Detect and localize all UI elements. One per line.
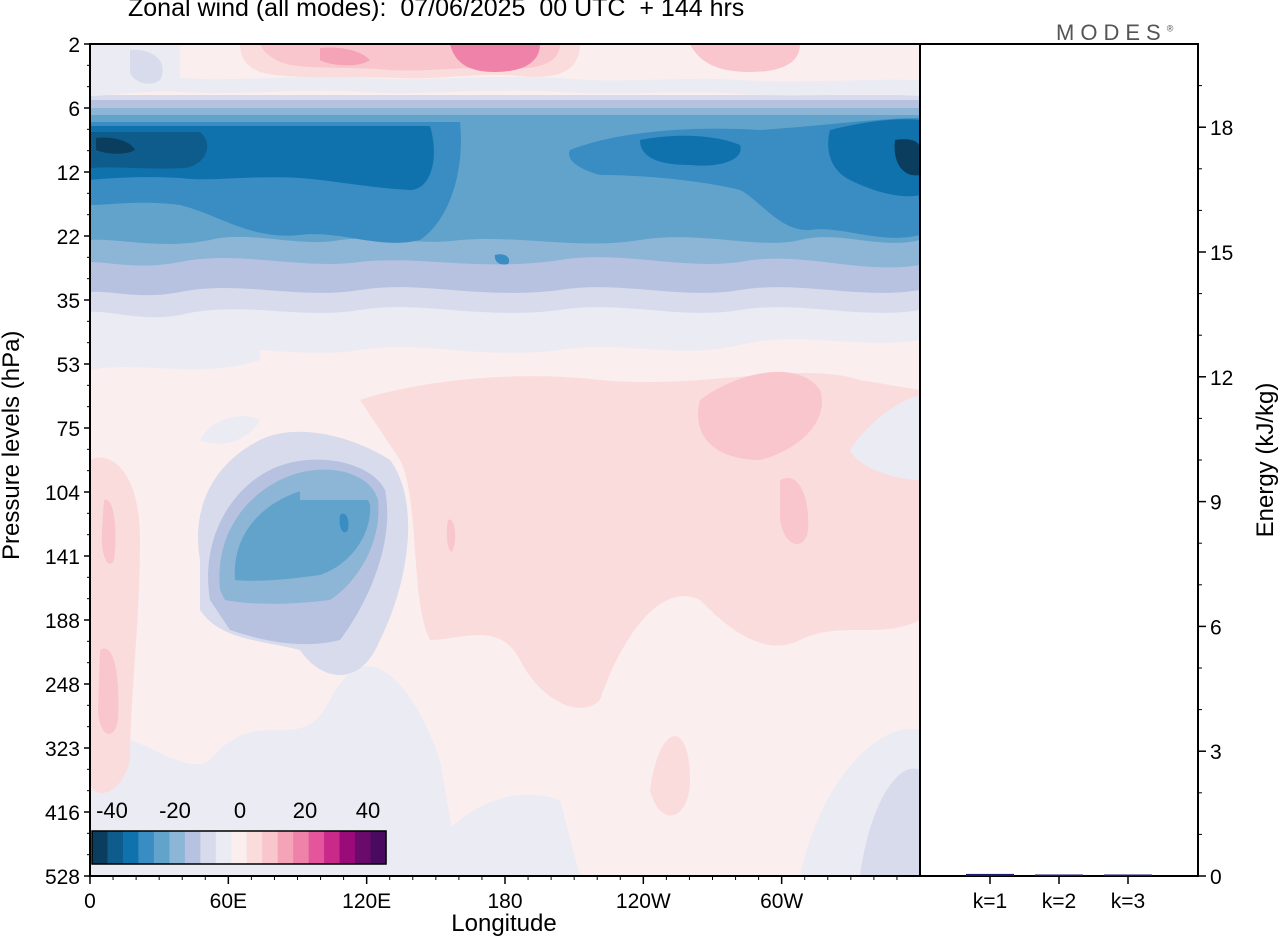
- pressure-tick-label: 53: [57, 354, 80, 377]
- longitude-tick-label: 120E: [342, 890, 391, 913]
- energy-bar: [966, 873, 1014, 876]
- colorbar-frame: [91, 830, 387, 865]
- bar-category-label: k=3: [1111, 890, 1145, 913]
- colorbar: -40 -20 0 20 40: [91, 798, 387, 865]
- colorbar-swatch: [107, 831, 124, 864]
- colorbar-tick-label: 20: [293, 798, 317, 823]
- pressure-tick-label: 104: [45, 482, 80, 505]
- heatmap-field: [90, 44, 920, 876]
- colorbar-swatch: [200, 831, 217, 864]
- colorbar-swatch: [231, 831, 248, 864]
- energy-tick-label: 9: [1210, 492, 1222, 515]
- energy-tick-label: 0: [1210, 866, 1222, 889]
- colorbar-swatch: [293, 831, 310, 864]
- pressure-tick-label: 22: [57, 226, 80, 249]
- colorbar-swatch: [153, 831, 170, 864]
- pressure-tick-label: 35: [57, 290, 80, 313]
- longitude-tick-label: 120W: [616, 890, 671, 913]
- colorbar-swatch: [355, 831, 372, 864]
- pressure-tick-label: 188: [45, 610, 80, 633]
- energy-bar: [1035, 874, 1083, 876]
- colorbar-swatch: [308, 831, 325, 864]
- longitude-tick-label: 180: [487, 890, 522, 913]
- colorbar-tick-label: -20: [159, 798, 191, 823]
- longitude-tick-label: 60W: [760, 890, 803, 913]
- pressure-tick-label: 6: [68, 98, 80, 121]
- bar-plot-frame: [919, 43, 1199, 877]
- energy-axis-label: Energy (kJ/kg): [1252, 382, 1279, 538]
- pressure-tick-label: 141: [45, 546, 80, 569]
- energy-tick-label: 12: [1210, 367, 1233, 390]
- pressure-tick-label: 248: [45, 674, 80, 697]
- colorbar-swatch: [262, 831, 279, 864]
- colorbar-swatch: [184, 831, 201, 864]
- colorbar-swatch: [324, 831, 341, 864]
- energy-tick-label: 6: [1210, 616, 1222, 639]
- longitude-axis: 0 60E 120E 180 120W 60W: [84, 876, 898, 913]
- pressure-tick-label: 2: [68, 34, 80, 57]
- energy-axis: 0 3 6 9 12 15 18: [1198, 85, 1233, 889]
- colorbar-tick-label: 40: [356, 798, 380, 823]
- colorbar-swatch: [370, 831, 387, 864]
- brand-mark: ®: [1166, 23, 1174, 34]
- y-axis-label: Pressure levels (hPa): [0, 330, 25, 560]
- pressure-tick-label: 528: [45, 866, 80, 889]
- energy-bar: [1104, 874, 1152, 876]
- longitude-tick-label: 60E: [210, 890, 247, 913]
- chart-title: Zonal wind (all modes): 07/06/2025 00 UT…: [128, 0, 745, 22]
- pressure-tick-label: 75: [57, 418, 80, 441]
- colorbar-swatch: [277, 831, 294, 864]
- x-axis-label: Longitude: [451, 910, 557, 937]
- colorbar-swatch: [122, 831, 140, 864]
- colorbar-tick-label: 0: [234, 798, 246, 823]
- energy-tick-label: 3: [1210, 741, 1222, 764]
- bar-category-label: k=1: [973, 890, 1007, 913]
- pressure-tick-label: 416: [45, 802, 80, 825]
- colorbar-swatch: [246, 831, 263, 864]
- colorbar-swatch: [339, 831, 356, 864]
- pressure-axis: 2 6 12 22 35 53 75 104 141 188 248 323 416 528: [45, 34, 90, 889]
- colorbar-swatch: [169, 831, 186, 864]
- bar-category-label: k=2: [1042, 890, 1076, 913]
- longitude-tick-label: 0: [84, 890, 96, 913]
- energy-tick-label: 18: [1210, 117, 1233, 140]
- pressure-tick-label: 12: [57, 162, 80, 185]
- colorbar-swatch: [92, 831, 109, 864]
- colorbar-swatch: [138, 831, 155, 864]
- brand-logo: MODES®: [1056, 20, 1173, 46]
- colorbar-swatch: [215, 831, 232, 864]
- brand-text: MODES: [1056, 20, 1167, 45]
- energy-tick-label: 15: [1210, 242, 1233, 265]
- energy-bars: k=1 k=2 k=3: [966, 873, 1152, 913]
- colorbar-tick-label: -40: [96, 798, 128, 823]
- pressure-tick-label: 323: [45, 738, 80, 761]
